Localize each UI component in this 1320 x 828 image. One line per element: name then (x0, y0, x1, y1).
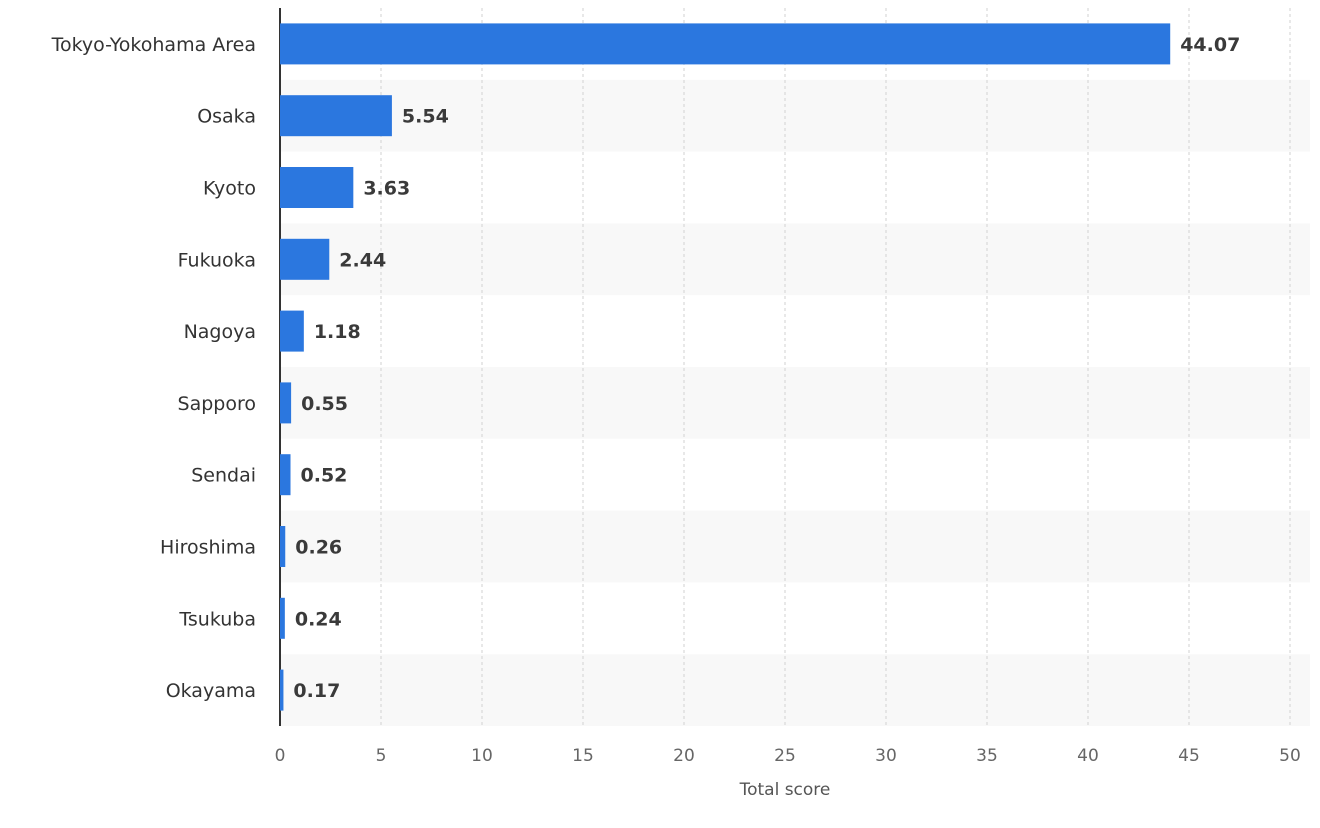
bar[interactable] (280, 382, 292, 424)
category-label: Osaka (197, 106, 256, 128)
category-label: Sapporo (178, 393, 256, 415)
x-tick-label: 25 (774, 746, 796, 766)
row-band (280, 654, 1310, 726)
row-band (280, 223, 1310, 296)
x-tick-label: 20 (673, 746, 695, 766)
category-label: Kyoto (203, 178, 256, 200)
value-labels: 44.07 5.54 3.63 2.44 1.18 0.55 0.52 0.26 0.24 0.1… (293, 34, 1240, 702)
value-label: 3.63 (363, 178, 410, 200)
bar[interactable] (280, 23, 1171, 65)
bar[interactable] (280, 167, 354, 208)
row-band (280, 510, 1310, 583)
category-label: Tokyo-Yokohama Area (51, 34, 256, 56)
category-label: Tsukuba (178, 608, 256, 630)
value-label: 44.07 (1180, 34, 1240, 56)
value-label: 0.55 (301, 393, 348, 415)
category-label: Sendai (191, 465, 256, 487)
x-tick-label: 5 (376, 746, 387, 766)
row-bands (280, 79, 1310, 726)
x-tick-label: 45 (1178, 746, 1200, 766)
value-label: 5.54 (402, 106, 449, 128)
value-label: 0.17 (293, 680, 340, 702)
x-tick-label: 35 (976, 746, 998, 766)
x-tick-label: 50 (1279, 746, 1301, 766)
x-tick-labels: 0 5 10 15 20 25 30 35 40 45 50 (275, 746, 1301, 766)
x-tick-label: 30 (875, 746, 897, 766)
category-label: Hiroshima (160, 537, 256, 559)
category-label: Okayama (166, 680, 256, 702)
category-label: Nagoya (184, 321, 256, 343)
bar[interactable] (280, 526, 286, 567)
bar[interactable] (280, 310, 304, 352)
value-label: 0.52 (301, 465, 348, 487)
x-tick-label: 0 (275, 746, 286, 766)
bar[interactable] (280, 454, 291, 496)
value-label: 2.44 (339, 249, 386, 271)
x-axis-title: Total score (739, 780, 831, 800)
bar[interactable] (280, 238, 330, 280)
row-band (280, 79, 1310, 152)
row-band (280, 367, 1310, 439)
value-label: 0.26 (295, 537, 342, 559)
category-label: Fukuoka (178, 249, 256, 271)
x-tick-label: 10 (471, 746, 493, 766)
bar[interactable] (280, 597, 285, 639)
bar[interactable] (280, 95, 392, 137)
category-labels: Tokyo-Yokohama Area Osaka Kyoto Fukuoka Nago… (51, 34, 256, 702)
value-label: 1.18 (314, 321, 361, 343)
bars (280, 23, 1171, 711)
bar[interactable] (280, 669, 284, 711)
x-tick-label: 15 (572, 746, 594, 766)
value-label: 0.24 (295, 608, 342, 630)
x-tick-label: 40 (1077, 746, 1099, 766)
